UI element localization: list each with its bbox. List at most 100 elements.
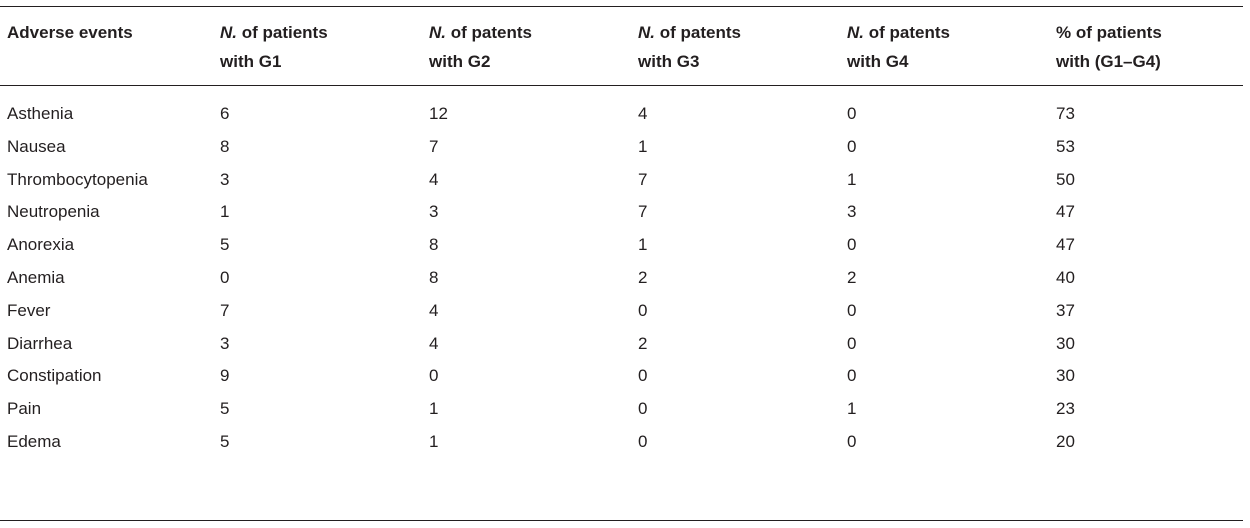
cell-g1-count: 3 bbox=[220, 333, 230, 353]
header-italic: N. bbox=[847, 23, 864, 42]
table-header-rule bbox=[0, 85, 1243, 86]
table-header-row: Adverse events N. of patients with G1 N.… bbox=[0, 18, 1243, 78]
header-rest: of patents bbox=[655, 23, 741, 42]
header-line-2: with G4 bbox=[847, 52, 909, 71]
cell-g2-count: 8 bbox=[429, 235, 439, 255]
cell-g1-count: 6 bbox=[220, 104, 230, 123]
header-n-g4: N. of patents with G4 bbox=[847, 18, 950, 76]
cell-g4-count: 2 bbox=[847, 267, 857, 287]
table-row: Fever 7 4 0 0 37 bbox=[0, 295, 1243, 328]
table-row: Neutropenia 1 3 7 3 47 bbox=[0, 196, 1243, 229]
cell-g2-count: 1 bbox=[429, 431, 439, 451]
header-line-2: with G3 bbox=[638, 52, 700, 71]
cell-g2-count: 4 bbox=[429, 333, 439, 353]
cell-adverse-event: Diarrhea bbox=[7, 333, 73, 353]
header-rest: of patents bbox=[864, 23, 950, 42]
cell-g1-count: 0 bbox=[220, 267, 230, 287]
cell-g1-count: 7 bbox=[220, 300, 230, 320]
cell-g4-count: 0 bbox=[847, 300, 857, 320]
cell-g2-count: 4 bbox=[429, 169, 439, 189]
cell-g4-count: 1 bbox=[847, 169, 857, 189]
cell-g2-count: 8 bbox=[429, 267, 439, 287]
header-n-g2: N. of patents with G2 bbox=[429, 18, 532, 76]
cell-g4-count: 1 bbox=[847, 399, 857, 419]
cell-g2-count: 12 bbox=[429, 104, 448, 123]
header-line-1: N. of patents bbox=[847, 18, 950, 47]
cell-g4-count: 0 bbox=[847, 431, 857, 451]
table-row: Anemia 0 8 2 2 40 bbox=[0, 262, 1243, 295]
cell-g3-count: 0 bbox=[638, 431, 648, 451]
header-italic: N. bbox=[220, 23, 237, 42]
cell-g3-count: 2 bbox=[638, 267, 648, 287]
table-row: Pain 5 1 0 1 23 bbox=[0, 393, 1243, 426]
cell-percent: 47 bbox=[1056, 235, 1075, 255]
cell-g2-count: 4 bbox=[429, 300, 439, 320]
cell-g3-count: 0 bbox=[638, 366, 648, 386]
cell-adverse-event: Thrombocytopenia bbox=[7, 169, 148, 189]
cell-percent: 40 bbox=[1056, 267, 1075, 287]
cell-percent: 37 bbox=[1056, 300, 1075, 320]
cell-g3-count: 0 bbox=[638, 399, 648, 419]
header-line-2: with (G1–G4) bbox=[1056, 52, 1161, 71]
cell-adverse-event: Edema bbox=[7, 431, 61, 451]
cell-g1-count: 5 bbox=[220, 235, 230, 255]
cell-g4-count: 3 bbox=[847, 202, 857, 222]
cell-g1-count: 9 bbox=[220, 366, 230, 386]
cell-adverse-event: Constipation bbox=[7, 366, 102, 386]
cell-g4-count: 0 bbox=[847, 136, 857, 156]
header-rest: of patients bbox=[237, 23, 328, 42]
table-row: Thrombocytopenia 3 4 7 1 50 bbox=[0, 164, 1243, 197]
cell-adverse-event: Asthenia bbox=[7, 104, 74, 123]
table-row: Anorexia 5 8 1 0 47 bbox=[0, 229, 1243, 262]
cell-percent: 20 bbox=[1056, 431, 1075, 451]
cell-percent: 50 bbox=[1056, 169, 1075, 189]
header-line-1: Adverse events bbox=[7, 23, 133, 42]
cell-g4-count: 0 bbox=[847, 104, 857, 123]
cell-g3-count: 7 bbox=[638, 169, 648, 189]
cell-g1-count: 5 bbox=[220, 399, 230, 419]
cell-g1-count: 8 bbox=[220, 136, 230, 156]
header-percent-patients: % of patients with (G1–G4) bbox=[1056, 18, 1162, 76]
cell-adverse-event: Anorexia bbox=[7, 235, 75, 255]
cell-g3-count: 2 bbox=[638, 333, 648, 353]
table-row: Constipation 9 0 0 0 30 bbox=[0, 360, 1243, 393]
cell-g3-count: 4 bbox=[638, 104, 648, 123]
cell-adverse-event: Pain bbox=[7, 399, 42, 419]
cell-g3-count: 1 bbox=[638, 136, 648, 156]
cell-g3-count: 7 bbox=[638, 202, 648, 222]
table-row: Edema 5 1 0 0 20 bbox=[0, 426, 1243, 459]
header-n-g1: N. of patients with G1 bbox=[220, 18, 328, 76]
table-row: Nausea 8 7 1 0 53 bbox=[0, 131, 1243, 164]
cell-percent: 30 bbox=[1056, 333, 1075, 353]
header-line-1: N. of patents bbox=[638, 18, 741, 47]
header-line-1: N. of patients bbox=[220, 18, 328, 47]
header-line-2: with G2 bbox=[429, 52, 491, 71]
cell-g3-count: 0 bbox=[638, 300, 648, 320]
table-row: Asthenia 6 12 4 0 73 bbox=[0, 98, 1243, 131]
header-line-1: % of patients bbox=[1056, 23, 1162, 42]
cell-g2-count: 7 bbox=[429, 136, 439, 156]
cell-g4-count: 0 bbox=[847, 333, 857, 353]
cell-g3-count: 1 bbox=[638, 235, 648, 255]
table-body: Asthenia 6 12 4 0 73 Nausea 8 7 1 0 53 Thrombocytope… bbox=[0, 98, 1243, 459]
cell-percent: 23 bbox=[1056, 399, 1075, 419]
cell-g1-count: 5 bbox=[220, 431, 230, 451]
cell-adverse-event: Anemia bbox=[7, 267, 65, 287]
cell-g1-count: 1 bbox=[220, 202, 230, 222]
cell-adverse-event: Nausea bbox=[7, 136, 66, 156]
cell-adverse-event: Fever bbox=[7, 300, 51, 320]
cell-percent: 73 bbox=[1056, 104, 1075, 123]
cell-g4-count: 0 bbox=[847, 235, 857, 255]
cell-g2-count: 1 bbox=[429, 399, 439, 419]
cell-adverse-event: Neutropenia bbox=[7, 202, 100, 222]
header-adverse-events: Adverse events bbox=[7, 18, 133, 47]
cell-percent: 47 bbox=[1056, 202, 1075, 222]
header-line-2: with G1 bbox=[220, 52, 282, 71]
table-top-rule bbox=[0, 6, 1243, 7]
header-n-g3: N. of patents with G3 bbox=[638, 18, 741, 76]
header-rest: of patents bbox=[446, 23, 532, 42]
cell-percent: 53 bbox=[1056, 136, 1075, 156]
cell-g1-count: 3 bbox=[220, 169, 230, 189]
header-line-1: N. of patents bbox=[429, 18, 532, 47]
